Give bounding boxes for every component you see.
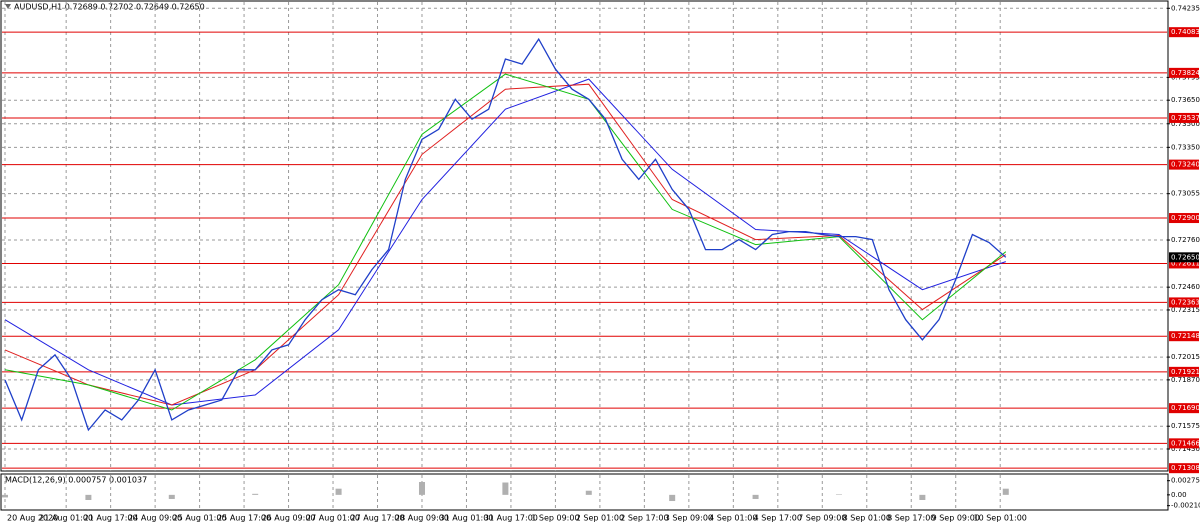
level-label: 0.71308 — [1171, 464, 1200, 472]
x-tick-label: 20 Aug 2020 — [7, 514, 58, 523]
level-label: 0.71690 — [1171, 404, 1200, 412]
macd-bar — [335, 488, 342, 495]
x-tick-label: 2 Sep 17:00 — [620, 514, 668, 523]
level-label-box — [1169, 331, 1199, 342]
x-tick-label: 21 Aug 01:00 — [39, 514, 93, 523]
moving-average — [4, 83, 1007, 406]
macd-bar — [168, 494, 175, 499]
level-label-box — [1169, 112, 1199, 123]
level-label: 0.72900 — [1171, 214, 1200, 222]
y-tick-label: 0.73055 — [1171, 190, 1200, 198]
y-tick-label: 0.73350 — [1171, 143, 1200, 151]
x-tick-label: 27 Aug 17:00 — [351, 514, 405, 523]
level-label-box — [1169, 403, 1199, 414]
level-label: 0.71921 — [1171, 368, 1200, 376]
y-tick-label: 0.72015 — [1171, 353, 1200, 361]
macd-panel — [0, 473, 1169, 511]
x-tick-label: 8 Sep 01:00 — [843, 514, 891, 523]
macd-bar — [585, 490, 592, 495]
level-label-box — [1169, 297, 1199, 308]
y-tick-label: 0.72760 — [1171, 236, 1200, 244]
collapse-icon[interactable] — [5, 4, 11, 9]
price-line — [4, 37, 1007, 432]
x-tick-label: 31 Aug 01:00 — [439, 514, 493, 523]
x-tick-label: 2 Sep 01:00 — [576, 514, 624, 523]
level-label: 0.72611 — [1171, 259, 1200, 267]
level-label-box — [1169, 366, 1199, 377]
x-tick-label: 24 Aug 09:00 — [128, 514, 182, 523]
y-tick-label: 0.71430 — [1171, 445, 1200, 453]
level-label-box — [1169, 463, 1199, 474]
y-tick-label: 0.73650 — [1171, 96, 1200, 104]
level-label-box — [1169, 438, 1199, 449]
level-label: 0.72363 — [1171, 298, 1200, 306]
macd-bar — [1002, 488, 1009, 495]
x-tick-label: 7 Sep 09:00 — [798, 514, 846, 523]
y-tick-label: 0.002754 — [1171, 477, 1200, 485]
x-tick-label: 27 Aug 01:00 — [306, 514, 360, 523]
level-label: 0.72148 — [1171, 332, 1200, 340]
x-tick-label: 10 Sep 01:00 — [974, 514, 1027, 523]
level-label: 0.73824 — [1171, 69, 1200, 77]
macd-title: MACD(12,26,9) 0.000757 0.001037 — [5, 476, 147, 485]
y-tick-label: 0.72315 — [1171, 306, 1200, 314]
level-label-box — [1169, 67, 1199, 78]
macd-bar — [752, 494, 759, 499]
macd-bar — [502, 482, 509, 495]
level-label-box — [1169, 258, 1199, 269]
macd-bar — [252, 493, 259, 495]
y-tick-label: 0.74235 — [1171, 4, 1200, 12]
x-tick-label: 3 Sep 09:00 — [665, 514, 713, 523]
y-tick-label: 0.71870 — [1171, 376, 1200, 384]
current-price-label: 0.72650 — [1171, 253, 1200, 261]
level-label: 0.71466 — [1171, 439, 1200, 447]
y-tick-label: -0.00210 — [1171, 502, 1200, 510]
x-tick-label: 26 Aug 09:00 — [262, 514, 316, 523]
macd-bar — [669, 494, 676, 502]
macd-bar — [418, 481, 425, 495]
level-label: 0.73240 — [1171, 161, 1200, 169]
y-tick-label: 0.73500 — [1171, 120, 1200, 128]
y-tick-label: 0.72460 — [1171, 283, 1200, 291]
y-tick-label: 0.00 — [1171, 491, 1187, 499]
level-label-box — [1169, 159, 1199, 170]
level-label: 0.74083 — [1171, 28, 1200, 36]
macd-bar — [2, 494, 8, 498]
main-panel — [0, 0, 1169, 472]
x-tick-label: 9 Sep 09:00 — [932, 514, 980, 523]
x-tick-label: 31 Aug 17:00 — [484, 514, 538, 523]
current-price-box — [1169, 252, 1199, 263]
x-tick-label: 21 Aug 17:00 — [84, 514, 138, 523]
x-tick-label: 1 Sep 09:00 — [531, 514, 579, 523]
level-label-box — [1169, 213, 1199, 224]
x-tick-label: 25 Aug 01:00 — [173, 514, 227, 523]
level-label: 0.73537 — [1171, 114, 1200, 122]
x-tick-label: 4 Sep 17:00 — [754, 514, 802, 523]
macd-bar — [85, 494, 92, 500]
x-tick-label: 8 Sep 17:00 — [887, 514, 935, 523]
macd-bar — [835, 494, 842, 495]
x-tick-label: 25 Aug 17:00 — [217, 514, 271, 523]
macd-bar — [919, 494, 926, 500]
x-tick-label: 28 Aug 09:00 — [395, 514, 449, 523]
chart-header: AUDUSD,H1 0.72689 0.72702 0.72649 0.7265… — [14, 3, 205, 12]
level-label-box — [1169, 27, 1199, 38]
y-tick-label: 0.71575 — [1171, 422, 1200, 430]
x-tick-label: 4 Sep 01:00 — [709, 514, 757, 523]
